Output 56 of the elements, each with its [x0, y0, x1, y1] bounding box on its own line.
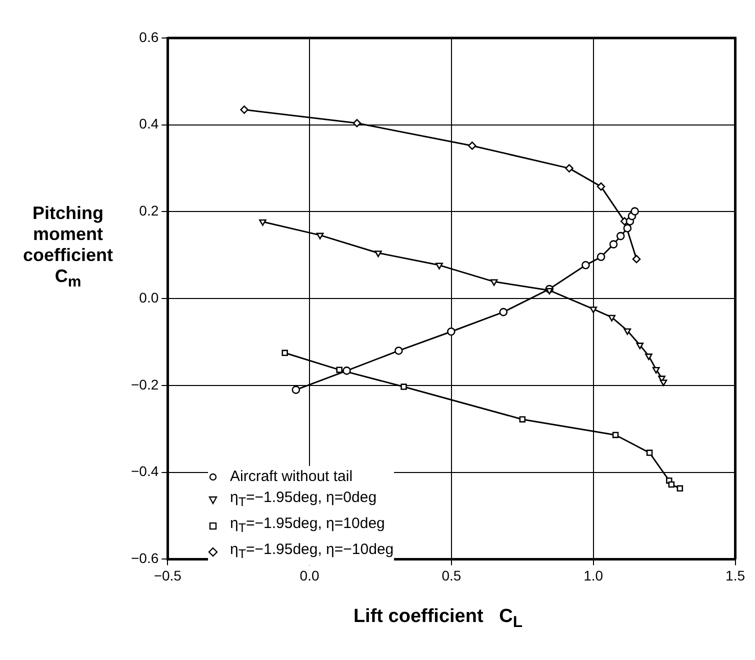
- point: [394, 346, 403, 355]
- y-tick-label: −0.6: [130, 550, 159, 566]
- point: [623, 224, 632, 232]
- point: [240, 106, 248, 114]
- x-axis-title: Lift coefficient C$_{L}$: [352, 606, 524, 632]
- point: [652, 366, 660, 374]
- x-tick-label: 1.5: [726, 567, 746, 584]
- point: [616, 232, 625, 240]
- point: [630, 207, 639, 216]
- point: [336, 366, 342, 373]
- y-axis-title: Pitching moment coefficient C$_{m}$: [22, 203, 114, 293]
- point: [590, 306, 598, 314]
- point: [596, 252, 606, 262]
- x-tick-label: 0.5: [442, 567, 462, 584]
- y-tick-label: −0.2: [130, 376, 159, 392]
- point: [468, 142, 476, 150]
- y-tick-label: 0.2: [139, 202, 159, 219]
- point: [519, 416, 526, 422]
- point: [490, 279, 498, 286]
- point: [609, 240, 618, 248]
- point: [316, 232, 324, 240]
- point: [546, 288, 554, 294]
- x-tick-label: −0.5: [154, 567, 182, 584]
- point: [636, 342, 644, 350]
- legend-label: η$_{T}$=−1.95deg, η=10deg: [230, 514, 385, 537]
- point: [612, 432, 619, 438]
- point: [632, 254, 641, 264]
- point: [259, 219, 266, 226]
- legend-label: η$_{T}$=−1.95deg, η=0deg: [230, 488, 377, 511]
- point: [676, 485, 684, 492]
- point: [400, 384, 407, 390]
- legend-label: Aircraft without tail: [230, 467, 353, 487]
- y-tick-label: 0.4: [139, 116, 159, 132]
- point: [582, 261, 590, 270]
- point: [499, 308, 508, 316]
- point: [352, 118, 362, 128]
- legend-label: η$_{T}$=−1.95deg, η=−10deg: [230, 540, 394, 563]
- point: [374, 250, 382, 258]
- point: [342, 366, 351, 375]
- y-tick-label: 0.6: [139, 28, 159, 45]
- point: [436, 262, 443, 270]
- point: [447, 327, 456, 336]
- point: [645, 354, 652, 360]
- point: [624, 328, 632, 335]
- point: [668, 481, 675, 488]
- point: [608, 314, 616, 322]
- x-tick-label: 0.0: [300, 567, 320, 584]
- point: [282, 350, 288, 356]
- y-tick-label: 0.0: [139, 289, 159, 306]
- point: [660, 380, 668, 386]
- point: [646, 450, 653, 456]
- point: [596, 182, 606, 191]
- x-tick-label: 1.0: [584, 567, 604, 584]
- point: [565, 164, 574, 172]
- y-tick-label: −0.4: [130, 463, 159, 480]
- point: [292, 386, 300, 394]
